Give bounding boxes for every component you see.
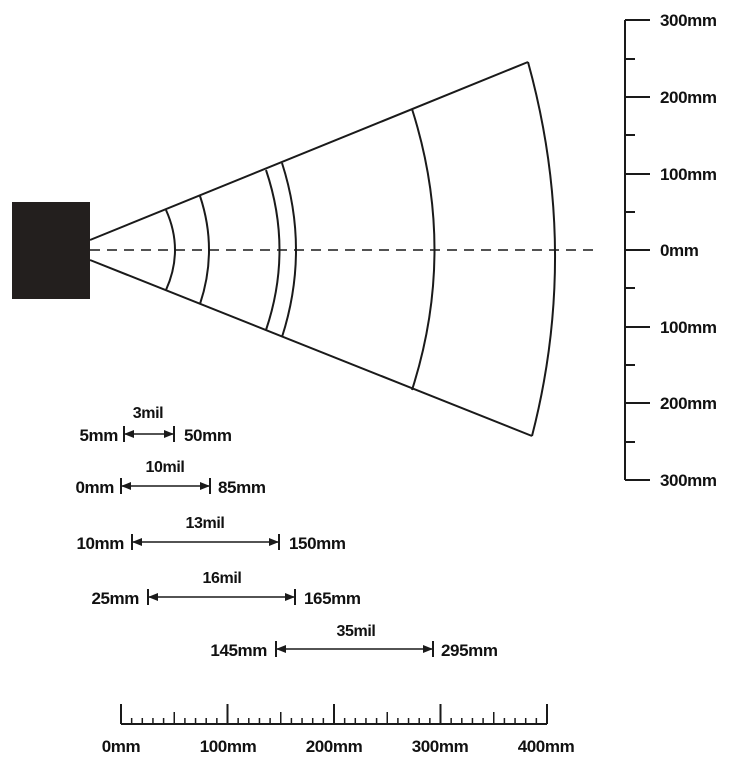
range-near-label: 145mm xyxy=(210,641,267,660)
fan-lower-edge xyxy=(89,259,533,437)
horizontal-scale-label: 400mm xyxy=(518,737,575,756)
vertical-scale-label: 0mm xyxy=(660,241,699,260)
range-far-label: 295mm xyxy=(441,641,498,660)
vertical-scale-label: 300mm xyxy=(660,471,717,490)
range-arc-10mil xyxy=(199,195,210,305)
range-arrow-right xyxy=(164,430,174,438)
range-near-label: 25mm xyxy=(91,589,139,608)
vertical-scale-label: 100mm xyxy=(660,165,717,184)
horizontal-scale: 0mm 100mm 200mm 300mm 400mm xyxy=(102,704,575,756)
range-near-label: 0mm xyxy=(76,478,115,497)
range-arrow-left xyxy=(148,593,158,601)
range-far-label: 165mm xyxy=(304,589,361,608)
vertical-scale: 300mm 200mm 100mm 0mm 100mm 200mm 300mm xyxy=(624,11,717,490)
range-far-label: 85mm xyxy=(218,478,266,497)
range-far-label: 150mm xyxy=(289,534,346,553)
vertical-scale-label: 200mm xyxy=(660,88,717,107)
range-near-label: 10mm xyxy=(76,534,124,553)
range-arrow-right xyxy=(200,482,210,490)
range-row-35mil: 145mm 35mil 295mm xyxy=(210,623,498,660)
range-resolution-label: 35mil xyxy=(337,623,376,640)
range-arrow-left xyxy=(132,538,142,546)
range-arrow-right xyxy=(269,538,279,546)
fan-outer-arc xyxy=(527,61,556,437)
range-arrow-left xyxy=(124,430,134,438)
horizontal-scale-label: 100mm xyxy=(200,737,257,756)
range-resolution-label: 16mil xyxy=(203,570,242,587)
range-resolution-label: 13mil xyxy=(186,515,225,532)
scanner-head xyxy=(12,202,90,299)
range-row-3mil: 5mm 3mil 50mm xyxy=(80,405,233,445)
range-arrow-right xyxy=(285,593,295,601)
vertical-scale-label: 100mm xyxy=(660,318,717,337)
horizontal-scale-label: 300mm xyxy=(412,737,469,756)
range-near-label: 5mm xyxy=(80,426,119,445)
range-arrow-left xyxy=(276,645,286,653)
range-resolution-label: 10mil xyxy=(146,459,185,476)
range-far-label: 50mm xyxy=(184,426,232,445)
horizontal-scale-label: 0mm xyxy=(102,737,141,756)
vertical-scale-label: 200mm xyxy=(660,394,717,413)
vertical-scale-label: 300mm xyxy=(660,11,717,30)
scan-fan xyxy=(89,61,600,437)
range-row-13mil: 10mm 13mil 150mm xyxy=(76,515,346,553)
range-resolution-label: 3mil xyxy=(133,405,163,422)
range-row-10mil: 0mm 10mil 85mm xyxy=(76,459,267,497)
range-arrow-right xyxy=(423,645,433,653)
fan-upper-edge xyxy=(89,61,529,241)
horizontal-scale-label: 200mm xyxy=(306,737,363,756)
range-arrow-left xyxy=(121,482,131,490)
range-row-16mil: 25mm 16mil 165mm xyxy=(91,570,361,608)
